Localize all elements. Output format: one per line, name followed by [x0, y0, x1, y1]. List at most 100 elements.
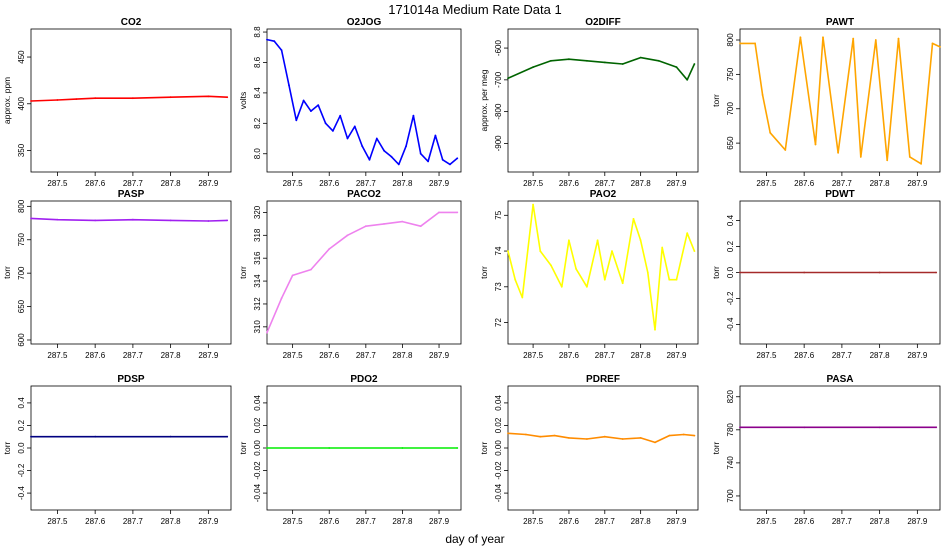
data-point: [30, 100, 32, 102]
figure-title: 171014a Medium Rate Data 1: [388, 2, 561, 17]
y-tick-label: 450: [17, 50, 26, 64]
data-point: [273, 40, 276, 43]
x-tick-label: 287.7: [123, 179, 144, 188]
data-point: [291, 274, 294, 277]
y-tick-label: 75: [494, 210, 503, 219]
y-tick-label: 400: [17, 97, 26, 111]
plot-frame: [266, 28, 462, 173]
y-tick-label: 8.4: [253, 87, 262, 99]
x-tick-label: 287.8: [161, 179, 182, 188]
data-point: [639, 239, 642, 242]
panel-title: PDSP: [117, 374, 145, 385]
x-tick-label: 287.9: [429, 351, 450, 360]
series-line: [30, 217, 228, 222]
y-tick-label: 72: [494, 318, 503, 327]
data-point: [769, 131, 772, 134]
y-tick-label: 700: [726, 102, 735, 116]
x-tick-label: 287.6: [319, 179, 340, 188]
x-tick-label: 287.6: [559, 179, 580, 188]
data-point: [621, 438, 624, 440]
data-point: [931, 42, 934, 45]
data-point: [539, 250, 542, 253]
data-point: [586, 59, 588, 62]
data-point: [675, 278, 678, 281]
x-tick-label: 287.6: [319, 351, 340, 360]
data-point: [739, 42, 741, 45]
x-tick-label: 287.7: [123, 351, 144, 360]
y-tick-label: 0.00: [494, 440, 503, 456]
data-point: [761, 94, 764, 96]
x-tick-label: 287.5: [47, 179, 68, 188]
data-point: [560, 285, 563, 288]
x-tick-label: 287.5: [756, 179, 777, 188]
y-axis-label: torr: [711, 266, 721, 279]
panel-title: PACO2: [347, 189, 381, 200]
data-point: [302, 99, 305, 102]
y-tick-label: 0.2: [17, 419, 26, 431]
chart-panel: PACO2 torr 287.5 287.6 287.7 287.8 287.9 310 312…: [238, 189, 462, 360]
data-point: [586, 285, 588, 288]
panel-title: O2DIFF: [585, 17, 621, 28]
data-point: [521, 296, 524, 299]
y-tick-label: 0.00: [253, 440, 262, 456]
plot-frame: [266, 200, 462, 345]
y-axis-label: torr: [479, 441, 489, 454]
data-point: [94, 97, 97, 100]
plot-frame: [507, 200, 699, 345]
data-point: [132, 97, 134, 100]
y-tick-label: 0.4: [726, 214, 735, 226]
data-point: [419, 152, 422, 155]
data-point: [837, 151, 839, 154]
y-tick-label: 318: [253, 228, 262, 242]
data-point: [654, 328, 656, 331]
panel-title: PDO2: [350, 374, 378, 385]
x-tick-label: 287.7: [832, 179, 853, 188]
panels-group: CO2 approx. ppm 287.5 287.6 287.7 287.8 287.9 3…: [2, 17, 941, 526]
x-tick-label: 287.9: [198, 179, 219, 188]
data-point: [169, 435, 172, 438]
y-axis-label: approx. ppm: [2, 77, 12, 124]
y-axis-label: torr: [711, 441, 721, 454]
chart-panel: CO2 approx. ppm 287.5 287.6 287.7 287.8 287.9 3…: [2, 17, 232, 188]
data-point: [822, 36, 824, 39]
data-point: [668, 278, 671, 281]
data-point: [317, 104, 320, 106]
data-point: [675, 66, 678, 68]
plot-frame: [739, 28, 941, 173]
data-point: [405, 145, 407, 148]
y-tick-label: 310: [253, 320, 262, 334]
data-point: [586, 438, 588, 440]
data-point: [603, 278, 606, 281]
plot-frame: [739, 385, 941, 511]
y-tick-label: 740: [726, 456, 735, 470]
series-line: [507, 203, 696, 331]
x-tick-label: 287.8: [161, 351, 182, 360]
y-axis-label: torr: [238, 441, 248, 454]
y-tick-label: 700: [17, 266, 26, 280]
data-point: [375, 137, 378, 140]
data-point: [266, 447, 268, 449]
data-point: [456, 157, 459, 160]
y-tick-label: -0.2: [726, 291, 735, 305]
y-tick-label: 316: [253, 251, 262, 265]
y-tick-label: 650: [17, 299, 26, 313]
data-point: [532, 203, 534, 206]
x-tick-label: 287.5: [523, 351, 544, 360]
data-point: [288, 84, 290, 87]
data-point: [353, 125, 356, 128]
chart-panel: PDO2 torr 287.5 287.6 287.7 287.8 287.9 -0.04 -0…: [238, 374, 462, 526]
data-point: [412, 114, 415, 117]
x-tick-label: 287.5: [283, 351, 304, 360]
x-tick-label: 287.9: [666, 351, 687, 360]
panel-title: O2JOG: [347, 17, 382, 28]
series-line: [507, 432, 695, 444]
x-tick-label: 287.5: [756, 351, 777, 360]
x-tick-label: 287.5: [523, 517, 544, 526]
y-axis-label: torr: [2, 266, 12, 279]
data-point: [814, 143, 817, 146]
data-point: [525, 433, 527, 436]
y-tick-label: 0.4: [17, 397, 26, 409]
y-tick-label: -800: [494, 103, 503, 120]
data-point: [668, 434, 671, 437]
y-tick-label: 800: [726, 33, 735, 47]
